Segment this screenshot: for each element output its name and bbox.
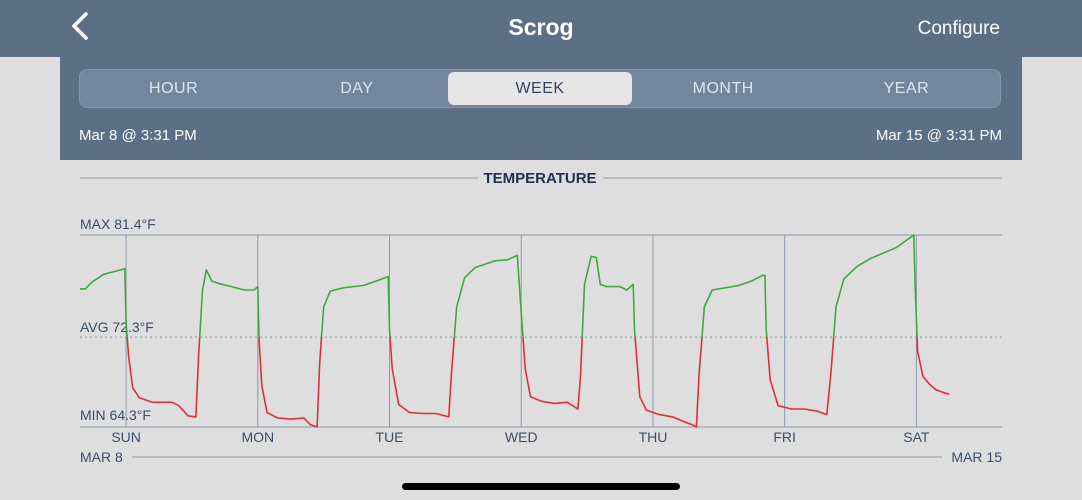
- home-indicator: [402, 483, 680, 490]
- avg-label: AVG 72.3°F: [80, 319, 154, 335]
- temperature-line-above-avg: [80, 267, 128, 338]
- temperature-line-below-avg: [258, 337, 323, 428]
- x-tick-label: MON: [241, 429, 274, 445]
- x-end-label: MAR 15: [951, 449, 1002, 465]
- temperature-line-above-avg: [320, 275, 391, 338]
- range-end-label: Mar 15 @ 3:31 PM: [875, 127, 1002, 144]
- back-button[interactable]: [62, 10, 98, 46]
- temperature-series: [80, 234, 950, 428]
- temperature-line-below-avg: [522, 337, 583, 410]
- range-start-label: Mar 8 @ 3:31 PM: [79, 127, 197, 144]
- temperature-line-above-avg: [581, 255, 636, 338]
- x-axis-ticks: SUN MON TUE WED THU FRI SAT: [111, 429, 930, 445]
- temperature-line-above-avg: [701, 274, 768, 338]
- temperature-line-above-avg: [453, 254, 524, 338]
- temperature-line-above-avg: [198, 268, 260, 338]
- nav-bar: Scrog Configure: [0, 0, 1082, 57]
- max-label: MAX 81.4°F: [80, 216, 156, 232]
- tab-month[interactable]: MONTH: [692, 79, 754, 97]
- temperature-line-below-avg: [916, 337, 950, 396]
- range-panel: HOUR DAY WEEK MONTH YEAR Mar 8 @ 3:31 PM…: [60, 57, 1022, 160]
- tab-week[interactable]: WEEK: [448, 72, 632, 105]
- temperature-chart: TEMPERATURE MAX 81.4°F AVG 72.3°F MIN 64…: [80, 170, 1002, 465]
- min-label: MIN 64.3°F: [80, 407, 151, 423]
- x-tick-label: WED: [505, 429, 538, 445]
- range-segmented-control: HOUR DAY WEEK MONTH YEAR: [79, 69, 1001, 108]
- temperature-line-above-avg: [832, 234, 918, 338]
- chart-grid: [80, 234, 1002, 428]
- temperature-line-below-avg: [766, 337, 835, 416]
- chart-title: TEMPERATURE: [483, 170, 596, 187]
- x-tick-label: SAT: [903, 429, 930, 445]
- chart-section-header: TEMPERATURE: [80, 170, 1002, 187]
- chevron-left-icon: [69, 11, 91, 46]
- tab-day[interactable]: DAY: [340, 79, 374, 97]
- x-tick-label: THU: [639, 429, 668, 445]
- x-start-label: MAR 8: [80, 449, 123, 465]
- temperature-line-below-avg: [634, 337, 703, 428]
- x-tick-label: SUN: [111, 429, 141, 445]
- x-tick-label: TUE: [376, 429, 404, 445]
- temperature-line-below-avg: [126, 337, 201, 418]
- temperature-line-below-avg: [389, 337, 456, 418]
- tab-hour[interactable]: HOUR: [149, 79, 199, 97]
- date-range-row: MAR 8 MAR 15: [80, 449, 1002, 465]
- reference-labels: MAX 81.4°F AVG 72.3°F MIN 64.3°F: [80, 216, 156, 423]
- tab-year[interactable]: YEAR: [883, 79, 930, 97]
- x-tick-label: FRI: [773, 429, 796, 445]
- configure-button[interactable]: Configure: [917, 18, 1000, 39]
